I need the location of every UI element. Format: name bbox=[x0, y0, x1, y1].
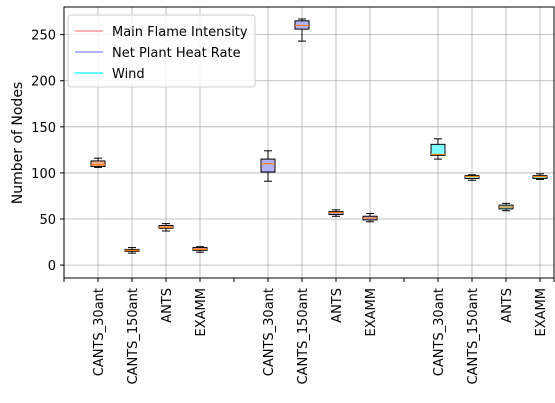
y-tick-label: 0 bbox=[48, 259, 56, 274]
legend-label: Net Plant Heat Rate bbox=[112, 46, 241, 61]
legend-label: Wind bbox=[112, 67, 145, 82]
y-tick-label: 150 bbox=[31, 121, 56, 136]
legend: Main Flame Intensity Net Plant Heat Rate W… bbox=[67, 14, 256, 88]
box-plot-boxes bbox=[90, 18, 548, 254]
x-tick-label: CANTS_30ant bbox=[92, 288, 107, 376]
x-tick-label: CANTS_30ant bbox=[432, 288, 447, 376]
box-main-flame-intensity bbox=[90, 160, 106, 167]
x-tick-label: ANTS bbox=[500, 288, 515, 323]
plot-frame bbox=[63, 6, 555, 279]
x-tick-label: EXAMM bbox=[364, 288, 379, 336]
x-tick-label: ANTS bbox=[160, 288, 175, 323]
legend-label: Main Flame Intensity bbox=[112, 25, 248, 40]
y-axis-label: Number of Nodes bbox=[10, 82, 26, 204]
x-tick-label: EXAMM bbox=[534, 288, 549, 336]
box-wind bbox=[430, 143, 446, 156]
y-tick-label: 100 bbox=[31, 167, 56, 182]
x-axis-ticks: CANTS_30ant CANTS_150ant ANTS EXAMM CANTS_30… bbox=[63, 278, 555, 385]
y-tick-label: 250 bbox=[31, 29, 56, 44]
x-tick-label: CANTS_150ant bbox=[466, 288, 481, 385]
x-tick-label: ANTS bbox=[330, 288, 345, 323]
y-axis-ticks: 0 50 100 150 200 250 bbox=[31, 29, 64, 274]
x-tick-label: EXAMM bbox=[194, 288, 209, 336]
y-tick-label: 200 bbox=[31, 75, 56, 90]
x-tick-label: CANTS_30ant bbox=[262, 288, 277, 376]
y-tick-label: 50 bbox=[39, 213, 56, 228]
legend-box bbox=[67, 14, 256, 88]
box-net-plant-heat-rate bbox=[260, 158, 276, 173]
x-tick-label: CANTS_150ant bbox=[126, 288, 141, 385]
x-tick-label: CANTS_150ant bbox=[296, 288, 311, 385]
